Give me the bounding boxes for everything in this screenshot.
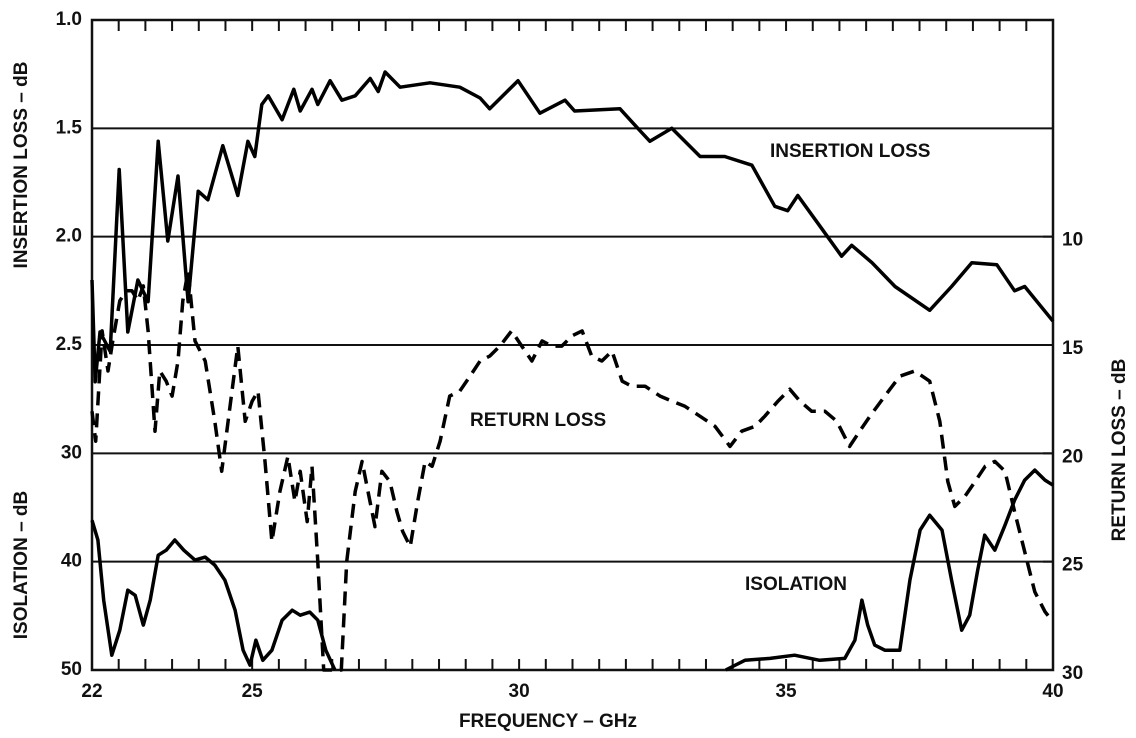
x-tick-label: 40 bbox=[1042, 681, 1063, 702]
y-tick-label: 50 bbox=[61, 659, 82, 680]
y-tick-label: 1.5 bbox=[56, 117, 83, 138]
y2-tick-label: 20 bbox=[1062, 446, 1083, 467]
y2-tick-label: 30 bbox=[1062, 663, 1083, 684]
annotation: RETURN LOSS bbox=[470, 410, 606, 431]
y-tick-label: 2.5 bbox=[56, 334, 83, 355]
x-axis-label: FREQUENCY – GHz bbox=[459, 711, 637, 732]
series-line bbox=[90, 268, 1055, 672]
annotation: INSERTION LOSS bbox=[770, 141, 930, 162]
y-tick-label: 2.0 bbox=[56, 226, 82, 247]
y-axis-label: INSERTION LOSS – dB bbox=[11, 62, 32, 269]
y2-tick-label: 10 bbox=[1062, 230, 1083, 251]
y2-tick-label: 25 bbox=[1062, 555, 1084, 576]
series-line bbox=[90, 468, 1054, 672]
y2-axis-label: RETURN LOSS – dB bbox=[1109, 359, 1130, 542]
y2-tick-label: 15 bbox=[1062, 338, 1084, 359]
annotation: ISOLATION bbox=[745, 574, 847, 595]
series-line bbox=[90, 70, 1055, 384]
x-tick-label: 30 bbox=[509, 681, 530, 702]
y3-axis-label: ISOLATION – dB bbox=[11, 491, 32, 639]
x-tick-label: 22 bbox=[81, 681, 102, 702]
y-tick-label: 30 bbox=[61, 442, 82, 463]
y-tick-label: 40 bbox=[61, 551, 82, 572]
x-tick-label: 25 bbox=[242, 681, 264, 702]
x-tick-label: 35 bbox=[775, 681, 797, 702]
y-tick-label: 1.0 bbox=[56, 9, 82, 30]
